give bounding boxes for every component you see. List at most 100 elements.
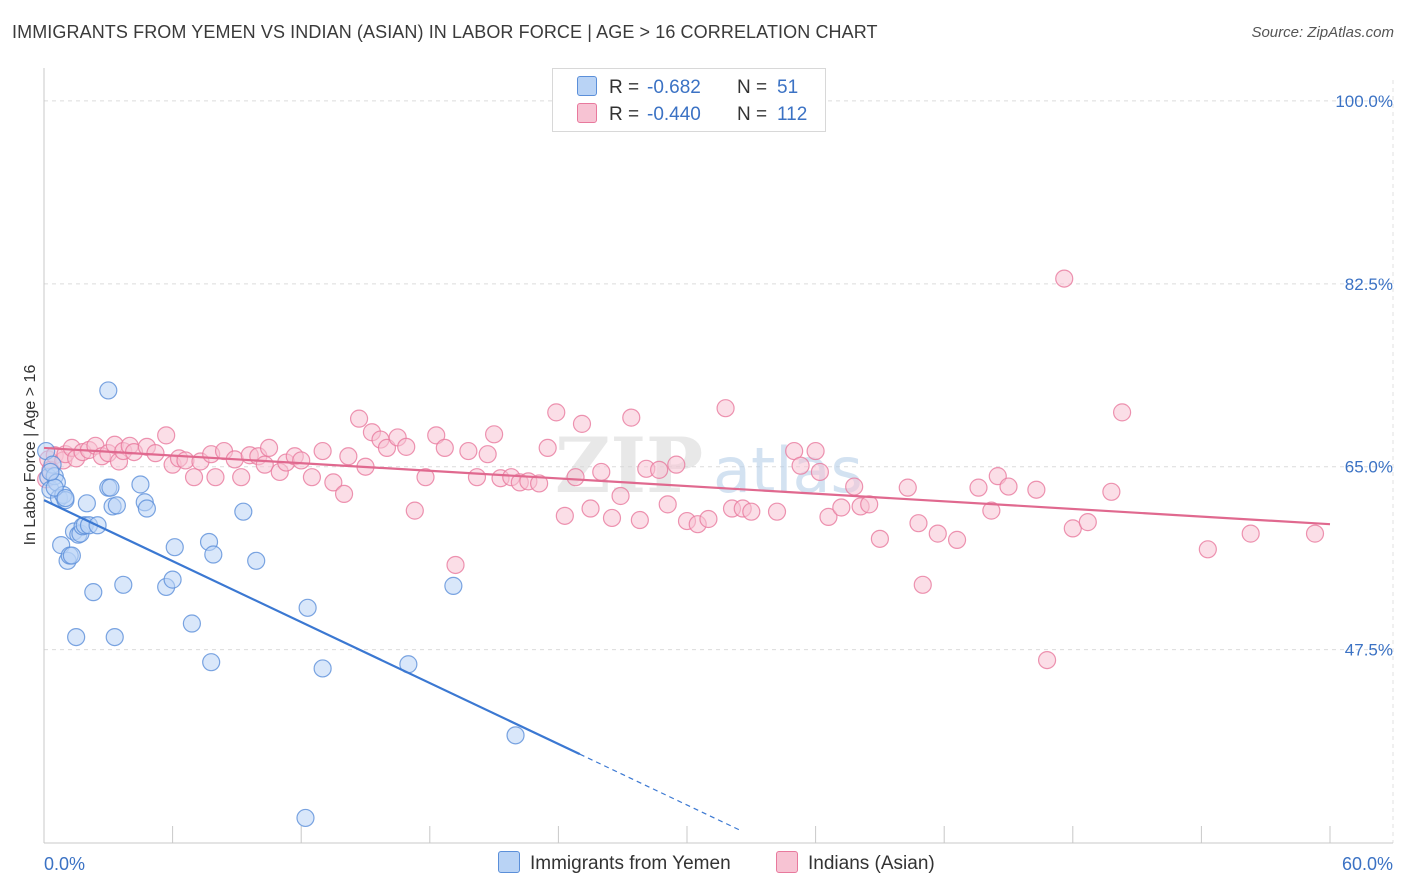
y-tick-label: 65.0% — [1345, 458, 1393, 477]
yemen-trend-extension — [579, 753, 741, 831]
indian-point — [1102, 482, 1121, 501]
bottom-legend-swatch-indian — [776, 851, 798, 873]
yemen-point — [84, 583, 103, 602]
indian-point — [232, 468, 251, 487]
indian-point — [416, 468, 435, 487]
indian-point — [1241, 524, 1260, 543]
yemen-point — [77, 494, 96, 513]
yemen-point — [56, 488, 75, 508]
yemen-point — [62, 546, 81, 565]
legend-r-value: -0.682 — [647, 77, 701, 98]
indian-point — [339, 447, 358, 466]
x-tick-label: 60.0% — [1342, 854, 1393, 874]
legend-n-value: 112 — [777, 104, 808, 125]
indian-point — [538, 438, 557, 458]
indian-point — [630, 510, 649, 530]
source-credit: Source: ZipAtlas.com — [1251, 24, 1394, 41]
chart-title: IMMIGRANTS FROM YEMEN VS INDIAN (ASIAN) … — [12, 22, 878, 42]
yemen-point — [313, 659, 332, 678]
y-axis-label: In Labor Force | Age > 16 — [22, 365, 39, 546]
indian-point — [832, 498, 851, 517]
legend-r-value: -0.440 — [647, 104, 701, 125]
yemen-point — [163, 570, 182, 589]
yemen-point — [506, 726, 525, 745]
indian-point — [1027, 480, 1046, 499]
indian-point — [302, 468, 322, 487]
yemen-point — [444, 576, 463, 595]
indian-point — [716, 399, 735, 418]
indian-point — [292, 451, 311, 470]
indian-point — [572, 414, 592, 433]
indian-point — [1198, 540, 1217, 559]
indian-point — [810, 462, 829, 482]
indian-point — [845, 477, 864, 496]
indian-point — [611, 486, 630, 506]
bottom-legend-indian: Indians (Asian) — [776, 851, 935, 875]
yemen-point — [247, 551, 266, 570]
legend-n-label: N = — [737, 77, 768, 98]
indian-point — [157, 426, 176, 445]
yemen-point — [41, 462, 60, 482]
indian-point — [913, 575, 932, 594]
bottom-legend-label-yemen: Immigrants from Yemen — [530, 853, 731, 874]
yemen-point — [99, 381, 118, 400]
indian-point — [349, 409, 369, 428]
yemen-point — [105, 627, 124, 647]
yemen-point — [67, 627, 86, 647]
indian-point — [1055, 269, 1074, 288]
indian-point — [860, 495, 879, 514]
indian-point — [969, 478, 988, 497]
indian-point — [806, 441, 825, 461]
yemen-point — [202, 653, 221, 672]
yemen-point — [234, 502, 253, 521]
data-points — [37, 269, 1325, 828]
y-tick-label: 100.0% — [1335, 92, 1393, 111]
indian-point — [581, 499, 600, 518]
legend-n-value: 51 — [777, 77, 799, 98]
indian-point — [667, 455, 686, 474]
indian-point — [699, 509, 718, 529]
yemen-trend-line — [43, 499, 581, 756]
indian-point — [791, 456, 810, 475]
yemen-point — [101, 478, 120, 497]
indian-point — [324, 473, 343, 492]
indian-point — [184, 468, 204, 487]
indian-point — [999, 477, 1018, 496]
tick-labels: 100.0% 82.5% 65.0% 47.5% 0.0% 60.0% — [44, 92, 1393, 874]
indian-point — [313, 441, 332, 461]
x-tick-label: 0.0% — [44, 854, 85, 874]
indian-point — [427, 426, 446, 445]
indian-point — [650, 460, 669, 479]
indian-point — [405, 501, 424, 520]
bottom-legend-label-indian: Indians (Asian) — [808, 853, 935, 874]
yemen-point — [137, 499, 156, 518]
bottom-legend-yemen: Immigrants from Yemen — [498, 851, 731, 875]
indian-point — [467, 468, 487, 487]
indian-point — [870, 529, 890, 548]
legend-swatch-yemen — [577, 76, 597, 96]
y-tick-label: 47.5% — [1345, 641, 1393, 660]
yemen-point — [298, 598, 317, 617]
indian-trend-line — [43, 446, 1331, 526]
indian-point — [397, 437, 416, 456]
indian-point — [255, 455, 274, 474]
indian-point — [206, 468, 225, 487]
indian-point — [602, 508, 622, 528]
legend-r-label: R = — [609, 104, 640, 125]
indian-point — [478, 445, 497, 464]
legend-row-yemen: R = -0.682 N = 51 — [577, 76, 798, 98]
yemen-point — [182, 614, 201, 633]
indian-point — [530, 474, 549, 493]
yemen-point — [107, 496, 126, 515]
indian-point — [898, 478, 917, 497]
indian-point — [547, 403, 566, 422]
indian-point — [435, 438, 454, 458]
indian-point — [622, 408, 641, 427]
legend-swatch-indian — [577, 103, 597, 123]
indian-point — [459, 441, 478, 461]
indian-point — [928, 524, 947, 543]
yemen-point — [165, 538, 184, 557]
indian-point — [259, 438, 279, 458]
indian-point — [767, 502, 787, 521]
